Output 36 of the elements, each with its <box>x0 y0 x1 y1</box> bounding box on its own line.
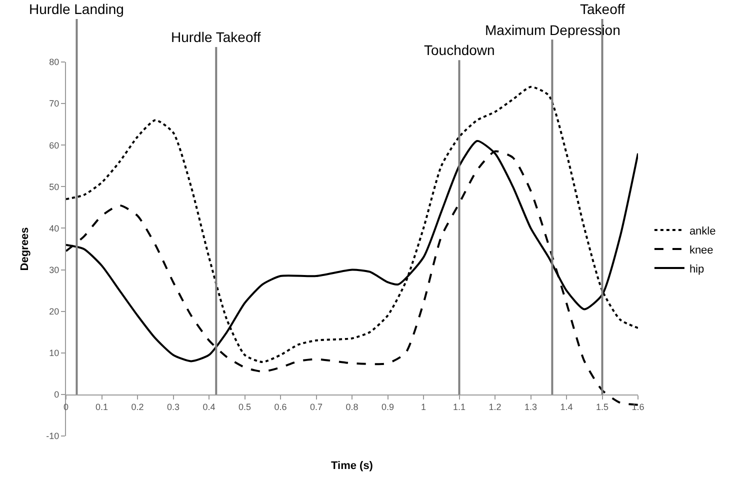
y-tick-label: 0 <box>54 390 60 400</box>
y-tick-label: 60 <box>49 140 60 150</box>
y-tick-label: 10 <box>49 348 60 358</box>
y-tick-label: 20 <box>49 306 60 316</box>
x-tick-label: 1.4 <box>560 402 573 412</box>
ref-line-label: Hurdle Landing <box>29 1 124 17</box>
ref-line-label: Maximum Depression <box>485 22 620 38</box>
y-tick-label: 40 <box>49 223 60 234</box>
x-tick-label: 0.3 <box>166 402 180 412</box>
x-tick-label: 0.1 <box>95 402 108 412</box>
x-tick-label: 0.5 <box>238 402 252 412</box>
ref-line-label: Takeoff <box>580 1 625 17</box>
x-tick-label: 1.3 <box>524 402 538 412</box>
y-tick-label: 50 <box>49 182 60 192</box>
legend-label: knee <box>689 244 714 256</box>
ref-line-label: Hurdle Takeoff <box>171 29 261 45</box>
x-axis-title: Time (s) <box>331 460 374 472</box>
y-tick-label: 70 <box>49 98 60 109</box>
legend-label: ankle <box>689 225 716 238</box>
x-tick-label: 1.2 <box>488 402 502 412</box>
x-tick-label: 1.1 <box>452 402 466 412</box>
x-tick-label: 0.2 <box>131 402 144 412</box>
x-tick-label: 1 <box>420 402 426 412</box>
y-tick-label: 80 <box>49 57 60 68</box>
y-axis-title: Degrees <box>18 227 31 271</box>
x-tick-label: 0.7 <box>310 402 323 412</box>
x-tick-label: 0.8 <box>346 402 358 412</box>
legend-label: hip <box>689 263 704 276</box>
x-tick-label: 0.4 <box>202 402 216 412</box>
y-tick-label: 30 <box>49 264 60 275</box>
x-tick-label: 0.9 <box>381 402 394 412</box>
x-tick-label: 1.6 <box>632 402 644 412</box>
x-tick-label: 0.6 <box>274 402 287 412</box>
ref-line-label: Touchdown <box>424 42 495 58</box>
y-tick-label: -10 <box>46 431 60 442</box>
x-tick-label: 1.5 <box>596 402 609 412</box>
